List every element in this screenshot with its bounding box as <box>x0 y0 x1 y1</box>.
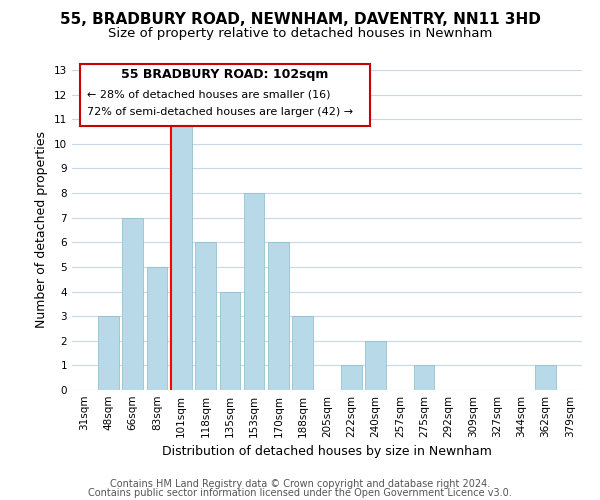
Text: 55, BRADBURY ROAD, NEWNHAM, DAVENTRY, NN11 3HD: 55, BRADBURY ROAD, NEWNHAM, DAVENTRY, NN… <box>59 12 541 28</box>
Text: Contains HM Land Registry data © Crown copyright and database right 2024.: Contains HM Land Registry data © Crown c… <box>110 479 490 489</box>
Text: 72% of semi-detached houses are larger (42) →: 72% of semi-detached houses are larger (… <box>88 107 353 117</box>
Bar <box>268 242 289 390</box>
Bar <box>341 366 362 390</box>
Bar <box>414 366 434 390</box>
Text: 55 BRADBURY ROAD: 102sqm: 55 BRADBURY ROAD: 102sqm <box>121 68 329 82</box>
Bar <box>292 316 313 390</box>
Bar <box>535 366 556 390</box>
Y-axis label: Number of detached properties: Number of detached properties <box>35 132 49 328</box>
FancyBboxPatch shape <box>80 64 370 126</box>
Text: Size of property relative to detached houses in Newnham: Size of property relative to detached ho… <box>108 28 492 40</box>
Text: Contains public sector information licensed under the Open Government Licence v3: Contains public sector information licen… <box>88 488 512 498</box>
Bar <box>244 193 265 390</box>
Bar <box>220 292 240 390</box>
Bar <box>365 341 386 390</box>
Bar <box>98 316 119 390</box>
Text: ← 28% of detached houses are smaller (16): ← 28% of detached houses are smaller (16… <box>88 89 331 99</box>
Bar <box>171 119 191 390</box>
Bar <box>146 267 167 390</box>
X-axis label: Distribution of detached houses by size in Newnham: Distribution of detached houses by size … <box>162 446 492 458</box>
Bar <box>122 218 143 390</box>
Bar <box>195 242 216 390</box>
